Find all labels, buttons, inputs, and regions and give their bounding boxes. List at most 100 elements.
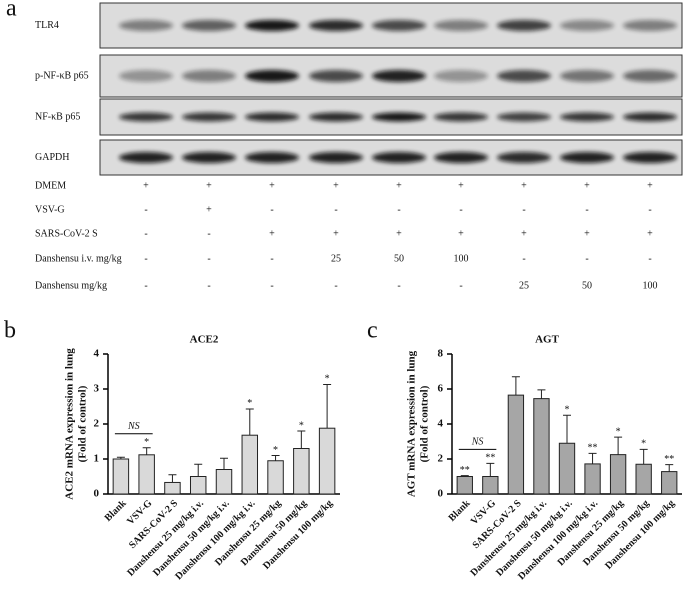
bar [189, 476, 207, 495]
error-bar [142, 447, 151, 455]
blot-band [182, 20, 236, 31]
condition-cell: - [585, 204, 588, 215]
condition-cell: - [459, 204, 462, 215]
y-tick-label: 1 [94, 453, 100, 465]
y-axis-label: (Fold of control) [77, 385, 89, 462]
bar [112, 458, 130, 495]
error-bar [614, 436, 623, 455]
condition-cell: + [269, 180, 275, 191]
blot-band [372, 70, 426, 82]
blot-band [497, 152, 551, 163]
ns-label: NS [127, 421, 140, 432]
blot-band [497, 20, 551, 31]
blot-band [309, 20, 363, 31]
blot-band [560, 112, 614, 122]
blot-band [372, 20, 426, 31]
condition-cell: - [144, 204, 147, 215]
y-tick-label: 2 [94, 418, 100, 430]
significance-label: ** [485, 453, 495, 464]
blot-band [434, 20, 488, 31]
blot-band [560, 70, 614, 82]
blot-band [182, 152, 236, 163]
error-bar [297, 430, 306, 449]
condition-cell: - [648, 204, 651, 215]
condition-label: Danshensu mg/kg [35, 280, 107, 291]
blot-band [623, 152, 677, 163]
y-tick-label: 8 [438, 348, 444, 360]
condition-label: DMEM [35, 180, 66, 191]
error-bar [460, 475, 469, 477]
bar [215, 469, 233, 495]
blot-band [372, 112, 426, 122]
blot-band [623, 70, 677, 82]
y-tick-label: 4 [438, 418, 444, 430]
significance-label: ** [664, 454, 674, 465]
condition-cell: 100 [454, 253, 469, 264]
y-tick-label: 0 [438, 488, 444, 500]
blot-band [182, 112, 236, 122]
blot-band [434, 152, 488, 163]
bar [267, 460, 284, 495]
condition-cell: - [270, 280, 273, 291]
condition-cell: - [522, 204, 525, 215]
bar [482, 476, 499, 495]
blot-band [560, 20, 614, 31]
error-bar [245, 408, 254, 436]
condition-cell: + [584, 180, 590, 191]
condition-label: VSV-G [35, 204, 65, 215]
significance-label: * [273, 445, 278, 456]
condition-cell: + [584, 228, 590, 239]
bar [138, 454, 155, 495]
condition-cell: + [521, 180, 527, 191]
condition-cell: + [647, 228, 653, 239]
bar [609, 454, 627, 495]
condition-cell: - [270, 253, 273, 264]
condition-cell: 50 [394, 253, 404, 264]
blot-band [245, 70, 299, 82]
error-bar [511, 376, 520, 396]
condition-cell: - [585, 253, 588, 264]
blot-band [434, 70, 488, 82]
condition-cell: 50 [582, 280, 592, 291]
condition-cell: + [143, 180, 149, 191]
condition-cell: - [334, 280, 337, 291]
y-axis-label: ACE2 mRNA expression in lung [64, 348, 76, 500]
y-tick-label: 0 [94, 488, 100, 500]
blot-band [309, 152, 363, 163]
bar [456, 476, 473, 495]
bar [584, 463, 601, 495]
condition-cell: + [458, 180, 464, 191]
condition-cell: + [647, 180, 653, 191]
blot-band [497, 70, 551, 82]
bar [241, 434, 259, 495]
condition-cell: - [397, 280, 400, 291]
condition-label: Danshensu i.v. mg/kg [35, 253, 122, 264]
blot-band [309, 70, 363, 82]
blot-band [372, 152, 426, 163]
condition-cell: + [269, 228, 275, 239]
significance-label: * [325, 374, 330, 385]
significance-label: * [565, 405, 570, 416]
significance-label: ** [588, 443, 598, 454]
blot-band [623, 112, 677, 122]
blot-band [182, 70, 236, 82]
error-bar [271, 455, 280, 461]
condition-cell: + [206, 204, 212, 215]
condition-cell: 25 [519, 280, 529, 291]
bar [318, 427, 336, 495]
blot-band [245, 20, 299, 31]
band-label: GAPDH [35, 152, 69, 163]
condition-cell: - [207, 253, 210, 264]
y-axis-label: AGT mRNA expression in lung [406, 350, 418, 497]
significance-label: * [247, 398, 252, 409]
condition-cell: - [397, 204, 400, 215]
condition-cell: - [522, 253, 525, 264]
condition-cell: - [144, 280, 147, 291]
significance-label: ** [460, 465, 470, 476]
error-bar [486, 462, 495, 477]
bar [293, 448, 310, 495]
condition-cell: - [648, 253, 651, 264]
condition-cell: - [144, 228, 147, 239]
band-label: NF-κB p65 [35, 111, 80, 122]
y-tick-label: 6 [438, 383, 444, 395]
